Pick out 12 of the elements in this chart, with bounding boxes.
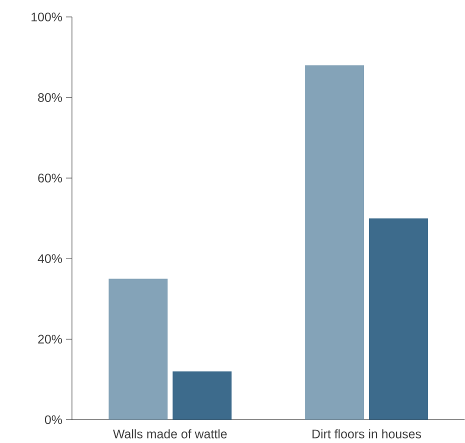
bar <box>172 372 232 420</box>
y-tick-label: 20% <box>38 334 62 344</box>
bar <box>305 65 364 420</box>
x-tick-label: Walls made of wattle <box>113 429 227 439</box>
y-tick-label: 40% <box>38 254 62 264</box>
bar <box>108 278 168 420</box>
y-tick-label: 80% <box>38 93 62 102</box>
bar <box>369 218 428 420</box>
y-tick-label: 100% <box>32 12 62 22</box>
x-tick-label: Dirt floors in houses <box>312 429 422 439</box>
y-tick-label: 0% <box>44 415 62 424</box>
y-tick-label: 60% <box>38 174 62 183</box>
